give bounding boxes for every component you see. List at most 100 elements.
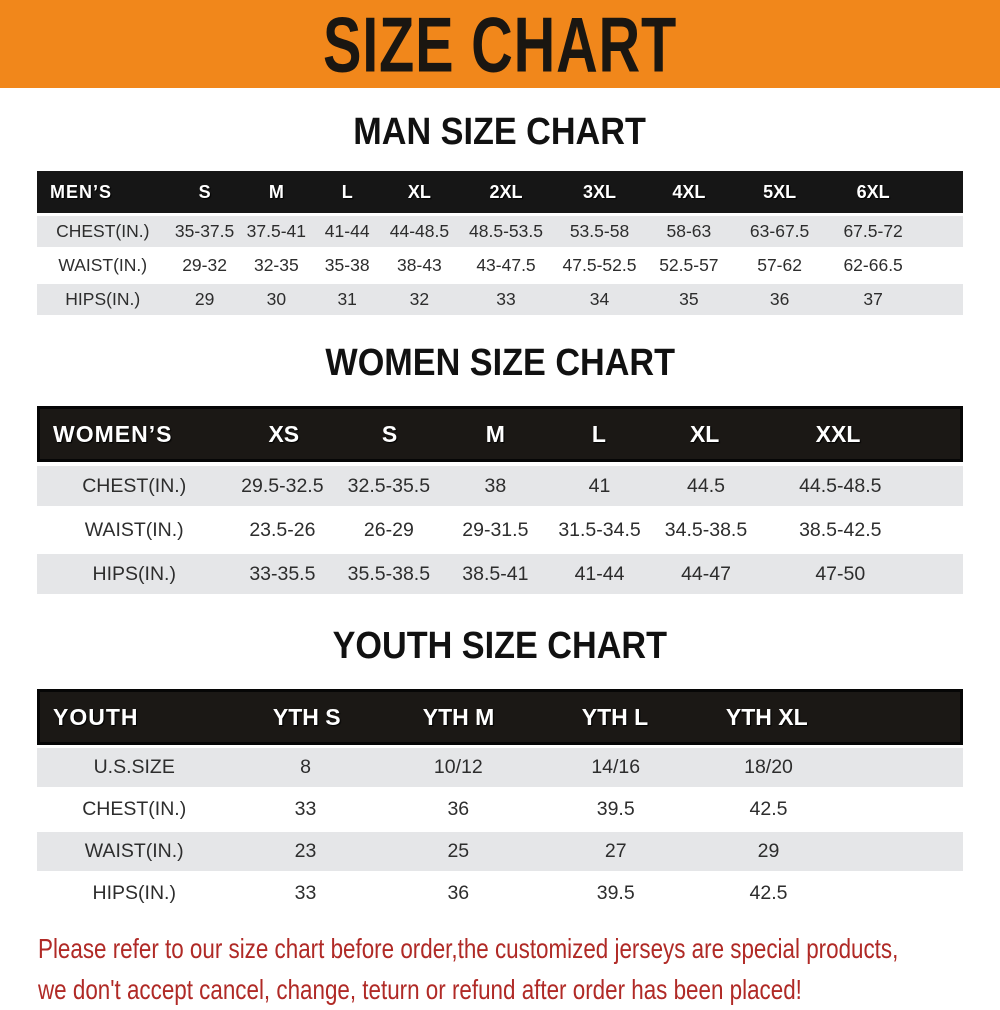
youth-table-title-cell: YOUTH: [53, 703, 139, 730]
table-cell: 38: [484, 474, 507, 497]
men-chest-row: CHEST(IN.) 35-37.5 37.5-41 41-44 44-48.5…: [37, 216, 963, 247]
row-label: HIPS(IN.): [92, 882, 176, 904]
table-cell: 39.5: [596, 798, 635, 820]
women-table-header-row: WOMEN’S XS S M L XL XXL: [37, 406, 963, 462]
women-size-col-xxl: XXL: [815, 420, 861, 447]
men-section-heading: MAN SIZE CHART: [353, 111, 647, 153]
table-cell: 58-63: [666, 221, 712, 241]
table-cell: 63-67.5: [749, 221, 810, 241]
table-cell: 26-29: [363, 518, 414, 541]
men-size-col-5xl: 5XL: [763, 181, 797, 202]
table-cell: 67.5-72: [843, 221, 903, 241]
disclaimer-text: Please refer to our size chart before or…: [0, 928, 1000, 1010]
youth-size-col-s: YTH S: [272, 703, 341, 730]
table-cell: 44-47: [681, 562, 731, 585]
table-cell: 39.5: [596, 882, 635, 904]
table-cell: 32: [409, 289, 430, 309]
youth-size-table: YOUTH YTH S YTH M YTH L YTH XL U.S.SIZE …: [37, 689, 963, 913]
men-size-col-2xl: 2XL: [489, 181, 523, 202]
table-cell: 38.5-42.5: [799, 518, 882, 541]
table-cell: 29: [757, 840, 780, 862]
table-cell: 33: [294, 882, 317, 904]
women-section-title: WOMEN SIZE CHART: [0, 315, 1000, 406]
table-cell: 29-31.5: [462, 518, 529, 541]
row-label: WAIST(IN.): [84, 518, 184, 541]
youth-waist-row: WAIST(IN.) 23 25 27 29: [37, 832, 963, 871]
men-size-col-4xl: 4XL: [672, 181, 706, 202]
table-cell: 29-32: [182, 255, 227, 275]
table-cell: 27: [604, 840, 627, 862]
table-cell: 23.5-26: [249, 518, 316, 541]
men-size-col-m: M: [268, 181, 284, 202]
youth-section-title: YOUTH SIZE CHART: [0, 594, 1000, 689]
table-cell: 42.5: [749, 882, 788, 904]
row-label: U.S.SIZE: [93, 756, 175, 778]
youth-ussize-row: U.S.SIZE 8 10/12 14/16 18/20: [37, 748, 963, 787]
men-size-col-s: S: [198, 181, 211, 202]
women-size-col-xs: XS: [268, 420, 300, 447]
women-size-col-m: M: [485, 420, 505, 447]
row-label: CHEST(IN.): [82, 798, 187, 820]
youth-section-heading: YOUTH SIZE CHART: [332, 625, 668, 667]
row-label: HIPS(IN.): [65, 289, 141, 309]
youth-size-col-xl: YTH XL: [725, 703, 808, 730]
table-cell: 32.5-35.5: [347, 474, 431, 497]
men-size-col-3xl: 3XL: [583, 181, 617, 202]
table-cell: 38-43: [397, 255, 442, 275]
men-size-col-xl: XL: [407, 181, 431, 202]
table-cell: 42.5: [749, 798, 788, 820]
table-cell: 30: [266, 289, 287, 309]
table-cell: 10/12: [433, 756, 483, 778]
table-cell: 53.5-58: [569, 221, 630, 241]
women-size-table: WOMEN’S XS S M L XL XXL CHEST(IN.) 29.5-…: [37, 406, 963, 594]
youth-hips-row: HIPS(IN.) 33 36 39.5 42.5: [37, 874, 963, 913]
row-label: CHEST(IN.): [82, 474, 187, 497]
table-cell: 33: [496, 289, 516, 309]
table-cell: 29: [194, 289, 215, 309]
table-cell: 57-62: [757, 255, 802, 275]
youth-table-header-row: YOUTH YTH S YTH M YTH L YTH XL: [37, 689, 963, 745]
disclaimer-line-2: we don't accept cancel, change, teturn o…: [38, 974, 802, 1005]
table-cell: 44.5-48.5: [799, 474, 882, 497]
women-size-col-xl: XL: [689, 420, 720, 447]
table-cell: 43-47.5: [476, 255, 536, 275]
table-cell: 52.5-57: [659, 255, 719, 275]
table-cell: 32-35: [253, 255, 299, 275]
women-table-title-cell: WOMEN’S: [53, 420, 173, 447]
table-cell: 33: [294, 798, 317, 820]
table-cell: 36: [447, 882, 470, 904]
table-cell: 44-48.5: [389, 221, 450, 241]
table-cell: 37.5-41: [246, 221, 307, 241]
row-label: WAIST(IN.): [58, 255, 148, 275]
table-cell: 36: [769, 289, 790, 309]
table-cell: 41: [588, 474, 611, 497]
men-size-col-l: L: [341, 181, 353, 202]
table-cell: 34.5-38.5: [664, 518, 748, 541]
women-chest-row: CHEST(IN.) 29.5-32.5 32.5-35.5 38 41 44.…: [37, 466, 963, 506]
table-cell: 37: [863, 289, 883, 309]
table-cell: 31: [337, 289, 357, 309]
youth-chest-row: CHEST(IN.) 33 36 39.5 42.5: [37, 790, 963, 829]
men-waist-row: WAIST(IN.) 29-32 32-35 35-38 38-43 43-47…: [37, 250, 963, 281]
men-size-table: MEN’S S M L XL 2XL 3XL 4XL 5XL 6XL CHEST…: [37, 171, 963, 315]
men-hips-row: HIPS(IN.) 29 30 31 32 33 34 35 36 37: [37, 284, 963, 315]
women-hips-row: HIPS(IN.) 33-35.5 35.5-38.5 38.5-41 41-4…: [37, 554, 963, 594]
size-chart-banner: SIZE CHART: [0, 0, 1000, 88]
table-cell: 48.5-53.5: [469, 221, 543, 241]
table-cell: 33-35.5: [249, 562, 316, 585]
table-cell: 34: [589, 289, 610, 309]
table-cell: 35.5-38.5: [347, 562, 431, 585]
table-cell: 8: [300, 756, 311, 778]
row-label: HIPS(IN.): [92, 562, 176, 585]
disclaimer-line-1: Please refer to our size chart before or…: [38, 933, 899, 964]
men-table-header-row: MEN’S S M L XL 2XL 3XL 4XL 5XL 6XL: [37, 171, 963, 213]
women-section-heading: WOMEN SIZE CHART: [325, 342, 675, 384]
men-section-title: MAN SIZE CHART: [0, 88, 1000, 171]
row-label: WAIST(IN.): [84, 840, 184, 862]
table-cell: 36: [447, 798, 470, 820]
table-cell: 44.5: [687, 474, 725, 497]
table-cell: 47-50: [815, 562, 866, 585]
youth-size-col-m: YTH M: [422, 703, 495, 730]
women-size-col-l: L: [591, 420, 606, 447]
youth-size-col-l: YTH L: [581, 703, 649, 730]
